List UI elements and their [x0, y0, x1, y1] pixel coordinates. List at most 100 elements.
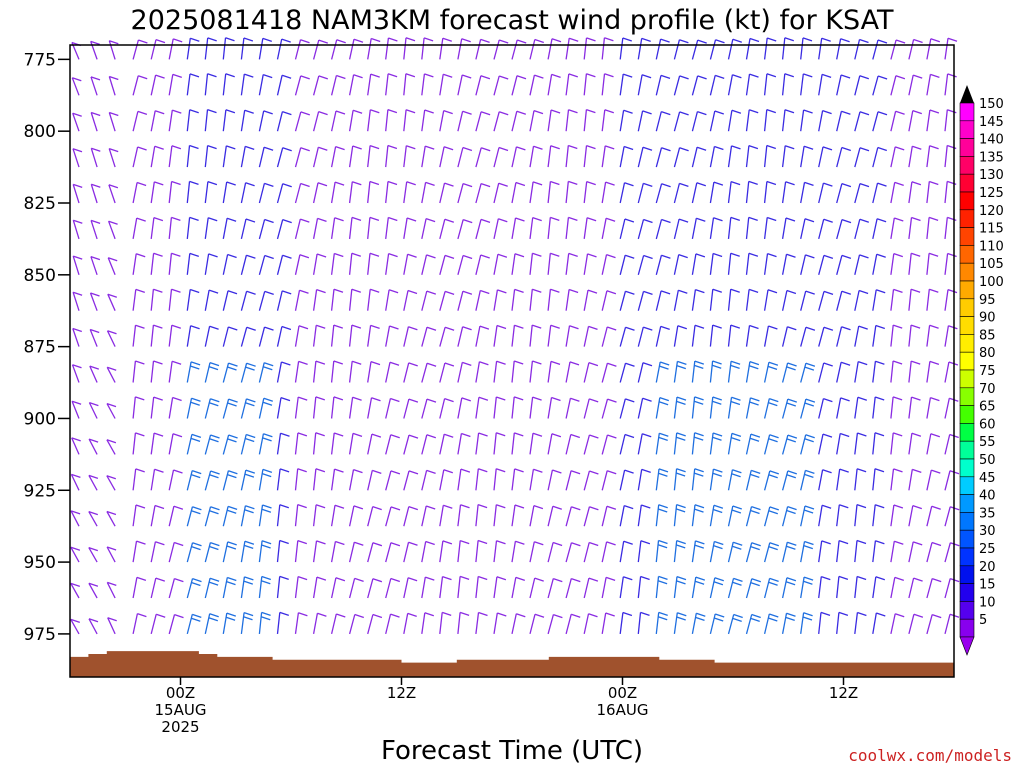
wind-barb	[493, 289, 507, 311]
wind-barb	[601, 145, 615, 168]
wind-barb	[890, 39, 906, 60]
wind-barb	[890, 110, 905, 132]
wind-barb	[222, 612, 237, 635]
wind-barb	[186, 216, 199, 239]
wind-barb	[276, 218, 292, 240]
wind-barb	[691, 253, 706, 275]
wind-barb	[727, 613, 743, 635]
wind-barb	[150, 145, 164, 168]
wind-barb	[348, 38, 364, 60]
wind-barb	[727, 109, 742, 132]
wind-barb	[168, 577, 184, 599]
wind-barb	[619, 540, 633, 563]
wind-barb	[800, 434, 815, 455]
x-tick-label: 12Z	[387, 684, 416, 702]
wind-barb	[294, 218, 310, 240]
wind-barb	[854, 396, 868, 419]
wind-barb	[637, 74, 652, 96]
wind-barb	[890, 468, 903, 491]
wind-barb	[601, 109, 615, 132]
wind-barb	[547, 73, 561, 96]
wind-barb	[727, 324, 741, 347]
wind-barb	[836, 432, 850, 455]
wind-barb	[872, 253, 886, 275]
wind-barb	[926, 38, 941, 60]
wind-barb	[132, 110, 148, 132]
wind-barb	[890, 360, 903, 383]
wind-barb	[72, 148, 83, 168]
wind-barb	[872, 576, 886, 599]
wind-barb	[258, 254, 274, 275]
wind-barb	[493, 468, 506, 491]
wind-barb	[763, 506, 780, 527]
wind-barb	[511, 288, 524, 311]
wind-barb	[475, 503, 488, 527]
wind-barb	[90, 76, 101, 96]
wind-barb	[727, 541, 743, 563]
wind-barb	[168, 252, 181, 275]
wind-barb	[908, 216, 921, 239]
wind-barb	[890, 181, 904, 204]
wind-barb	[439, 254, 455, 275]
wind-barb	[511, 396, 524, 419]
colorbar-bottom-arrow	[959, 636, 975, 656]
wind-barb	[475, 611, 488, 634]
colorbar-swatch	[959, 120, 975, 139]
wind-barb	[709, 110, 725, 132]
wind-barb	[619, 37, 633, 60]
wind-barb	[385, 144, 398, 168]
wind-barb	[186, 288, 200, 311]
wind-barb	[709, 252, 723, 275]
wind-barb	[475, 38, 490, 60]
wind-barb	[547, 145, 560, 168]
wind-barb	[90, 219, 101, 240]
wind-barb	[601, 470, 617, 491]
wind-barb	[547, 396, 561, 419]
wind-barb	[655, 325, 670, 347]
wind-barb	[655, 183, 671, 204]
wind-barb	[547, 38, 562, 60]
wind-barb	[385, 613, 400, 635]
wind-barb	[763, 216, 777, 239]
colorbar-swatch	[959, 209, 975, 228]
wind-barb	[908, 38, 923, 60]
colorbar-label: 90	[979, 311, 996, 326]
wind-barb	[655, 396, 670, 419]
wind-barb	[926, 541, 942, 563]
wind-barb	[836, 361, 851, 383]
wind-barb	[385, 434, 400, 455]
wind-barb	[673, 612, 687, 634]
wind-barb	[727, 505, 743, 527]
wind-barb	[457, 468, 471, 491]
colorbar-swatch	[959, 173, 975, 193]
colorbar-swatch	[959, 298, 975, 317]
wind-barb	[565, 542, 581, 563]
wind-barb	[330, 39, 346, 60]
wind-barb	[800, 218, 815, 240]
wind-barb	[258, 362, 274, 383]
wind-barb	[240, 218, 256, 240]
wind-barb	[511, 576, 526, 599]
wind-barb	[944, 470, 960, 491]
wind-barb	[781, 434, 798, 455]
wind-barb	[294, 39, 310, 60]
x-tick-label: 15AUG	[155, 701, 207, 719]
colorbar-label: 115	[979, 222, 1004, 237]
wind-barb	[367, 180, 380, 204]
wind-barb	[926, 252, 939, 275]
wind-barb	[691, 396, 704, 419]
wind-barb	[836, 218, 852, 240]
wind-barb	[106, 510, 117, 527]
wind-barb	[240, 182, 255, 204]
wind-barb	[529, 38, 545, 60]
wind-barb	[186, 542, 202, 563]
wind-barb	[655, 254, 671, 275]
wind-barb	[294, 612, 308, 634]
wind-barb	[150, 396, 163, 419]
wind-barb	[493, 182, 508, 204]
wind-barb	[691, 468, 704, 491]
wind-barb	[637, 468, 651, 491]
colorbar-swatch	[959, 440, 975, 460]
wind-barb	[818, 218, 833, 240]
wind-barb	[836, 468, 849, 491]
